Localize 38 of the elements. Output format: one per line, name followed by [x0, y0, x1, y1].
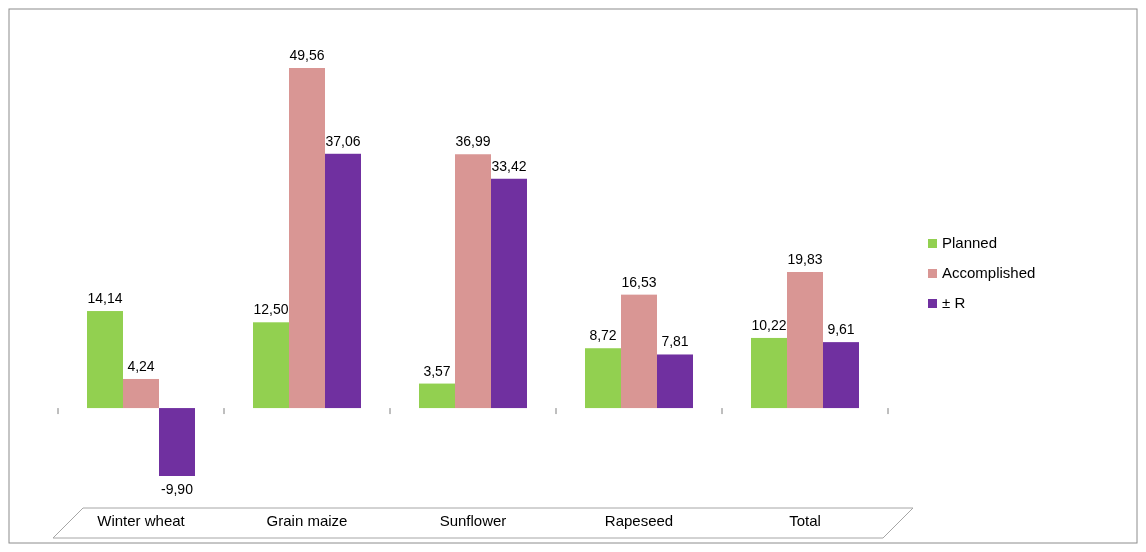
data-label: 36,99: [455, 133, 491, 150]
bar: [621, 294, 657, 409]
bar: [491, 178, 527, 409]
x-tick-label: Sunflower: [439, 512, 507, 529]
bar: [123, 378, 159, 409]
data-label: 12,50: [253, 301, 289, 318]
data-label: 33,42: [491, 157, 527, 174]
bar: [751, 337, 787, 409]
x-tick-label: Rapeseed: [604, 512, 674, 529]
legend-label: ± R: [942, 294, 966, 311]
bar: [787, 272, 823, 409]
bar: [657, 354, 693, 409]
x-tick-label: Winter wheat: [97, 512, 186, 529]
bar: [289, 68, 325, 409]
bar: [87, 311, 123, 409]
bar: [419, 383, 455, 409]
data-label: 4,24: [127, 357, 155, 374]
bar: [455, 154, 491, 409]
bar: [159, 408, 195, 476]
bar: [253, 322, 289, 409]
data-label: 9,61: [827, 321, 855, 338]
data-label: 7,81: [661, 333, 689, 350]
data-label: 19,83: [787, 251, 823, 267]
data-label: 49,56: [289, 47, 325, 63]
bar: [325, 153, 361, 409]
x-tick-label: Total: [789, 512, 821, 529]
data-label: 3,57: [423, 362, 451, 379]
bar: [585, 348, 621, 409]
data-label: 8,72: [589, 327, 617, 344]
data-label: -9,90: [161, 481, 194, 497]
data-label: 10,22: [751, 316, 787, 333]
legend-label: Planned: [942, 234, 998, 251]
legend-label: Accomplished: [942, 264, 1036, 281]
x-tick-label: Grain maize: [266, 512, 348, 529]
data-label: 16,53: [621, 273, 657, 290]
bar: [823, 342, 859, 409]
data-label: 37,06: [325, 132, 361, 149]
data-label: 14,14: [87, 290, 123, 307]
